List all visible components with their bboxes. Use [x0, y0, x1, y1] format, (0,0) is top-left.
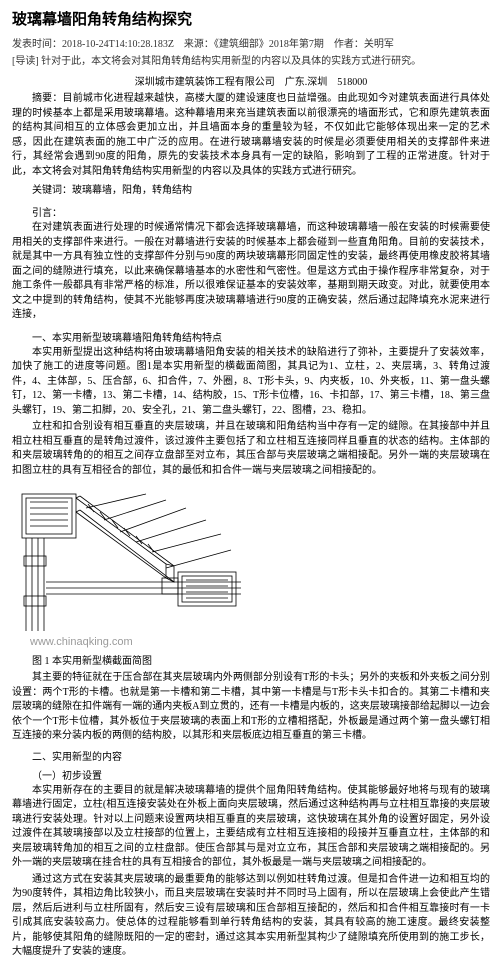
abstract: 摘要：目前城市化进程越来越快，高楼大厦的建设速度也日益增强。由此现如今对建筑表面… — [12, 92, 490, 179]
keywords-label: 关键词： — [32, 185, 72, 196]
sec1-p1: 本实用新型提出这种结构将由玻璃幕墙阳角安装的相关技术的缺陷进行了弥补，主要提升了… — [12, 346, 490, 419]
sec1-head: 一、本实用新型玻璃幕墙阳角转角结构特点 — [12, 329, 490, 344]
sec2-head: 二、实用新型的内容 — [12, 748, 490, 763]
intro-p1: 在对建筑表面进行处理的时候通常情况下都会选择玻璃幕墙，而这种玻璃幕墙一般在安装的… — [12, 221, 490, 323]
lead-line: [导读] 针对于此，本文将会对其阳角转角结构实用新型的内容以及具体的实践方式进行… — [12, 52, 490, 67]
keywords-text: 玻璃幕墙，阳角，转角结构 — [72, 185, 192, 196]
watermark: www.chinaqking.com — [30, 636, 490, 648]
figure-1-caption: 图 1 本实用新型横截面简图 — [12, 652, 490, 667]
affiliation: 深圳城市建筑装饰工程有限公司 广东.深圳 518000 — [12, 73, 490, 88]
keywords-line: 关键词：玻璃幕墙，阳角，转角结构 — [12, 181, 490, 196]
sec2-p2: 通过这方式在安装其夹层玻璃的最重要角的能够达到以例如柱转角过渡。但是扣合件进一边… — [12, 873, 490, 960]
sec2-sub: （一）初步设置 — [12, 767, 490, 782]
sec2-p1: 本实用新存在的主要目的就是解决玻璃幕墙的提供个屈角阳转角结构。使其能够最好地将与… — [12, 784, 490, 871]
sec1-p3: 其主要的特征就在于压合部在其夹层玻璃内外两侧部分别设有T形的卡头；另外的夹板和外… — [12, 671, 490, 744]
page-root: 玻璃幕墙阳角转角结构探究 发表时间：2018-10-24T14:10:28.18… — [0, 0, 502, 974]
abstract-label: 摘要： — [32, 93, 63, 104]
intro-head: 引言： — [12, 204, 490, 219]
sec1-p2: 立柱和扣合别设有相互垂直的夹层玻璃，并且在玻璃和阳角结构当中存有一定的缝隙。在其… — [12, 420, 490, 478]
figure-1 — [16, 486, 246, 636]
meta-line: 发表时间：2018-10-24T14:10:28.183Z 来源：《建筑细部》2… — [12, 35, 490, 50]
abstract-body: 目前城市化进程越来越快，高楼大厦的建设速度也日益增强。由此现如今对建筑表面进行具… — [12, 93, 490, 177]
figure-wrap: www.chinaqking.com — [12, 486, 490, 648]
article-title: 玻璃幕墙阳角转角结构探究 — [12, 8, 490, 29]
figure-1-svg — [16, 486, 246, 636]
